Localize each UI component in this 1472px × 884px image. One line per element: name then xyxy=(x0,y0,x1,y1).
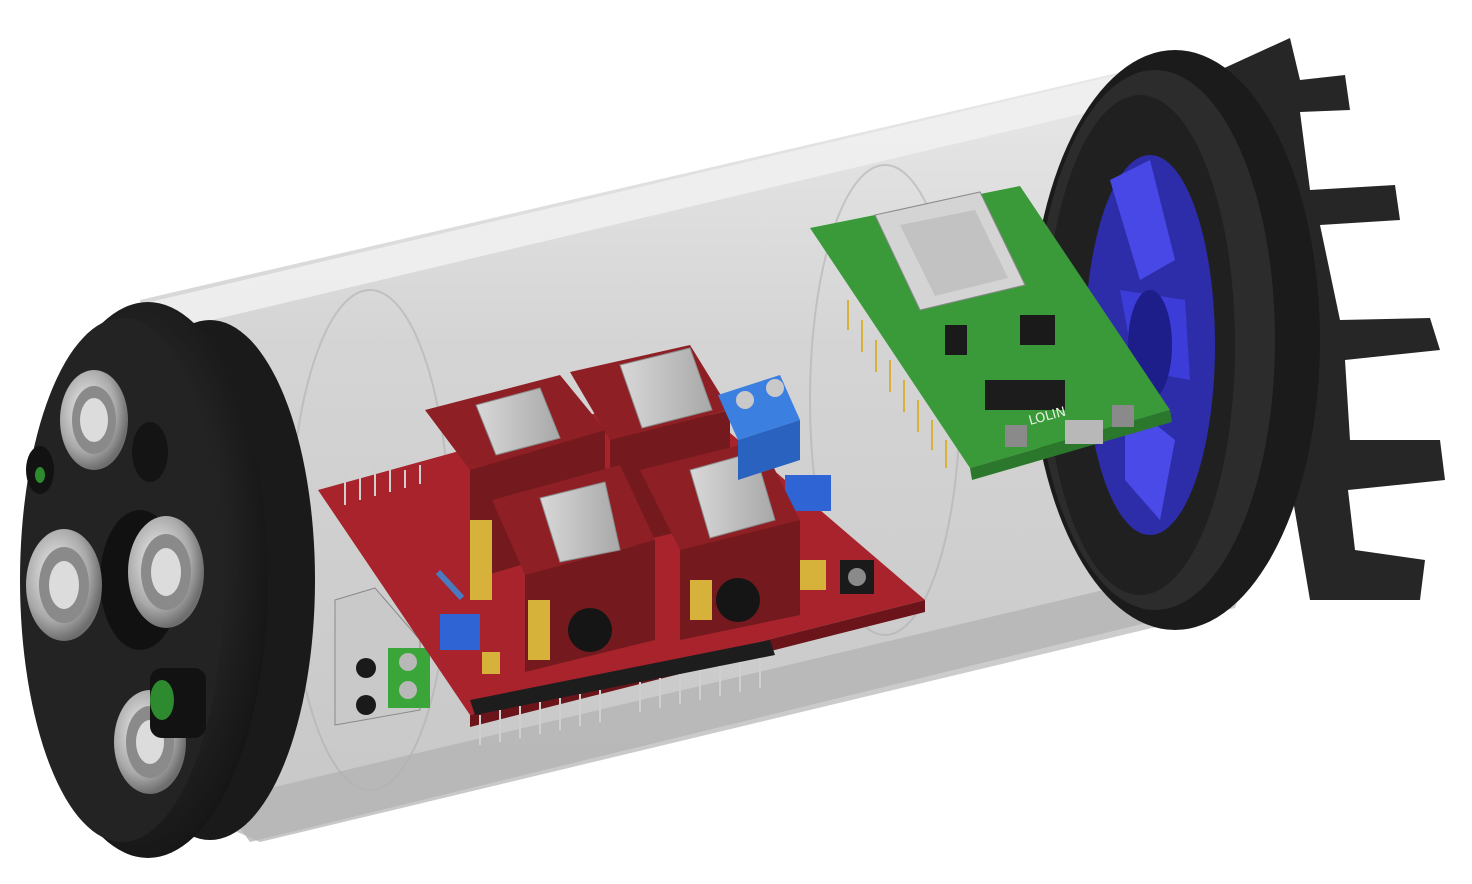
terminal-block xyxy=(718,375,800,480)
header-pins xyxy=(479,658,761,745)
stepper-driver-3 xyxy=(492,465,655,672)
aviation-connector-1 xyxy=(60,370,128,470)
aviation-connector-2 xyxy=(26,529,102,641)
esp-shield-can xyxy=(874,191,1026,311)
cooling-fan xyxy=(1085,155,1215,535)
aviation-connector-3 xyxy=(128,516,204,628)
esp-pins-left xyxy=(847,300,947,468)
power-connector xyxy=(334,587,430,726)
esp32-board: LOLIN xyxy=(810,186,1172,480)
limit-switch-pins xyxy=(344,458,421,505)
cable-gland xyxy=(26,446,206,738)
